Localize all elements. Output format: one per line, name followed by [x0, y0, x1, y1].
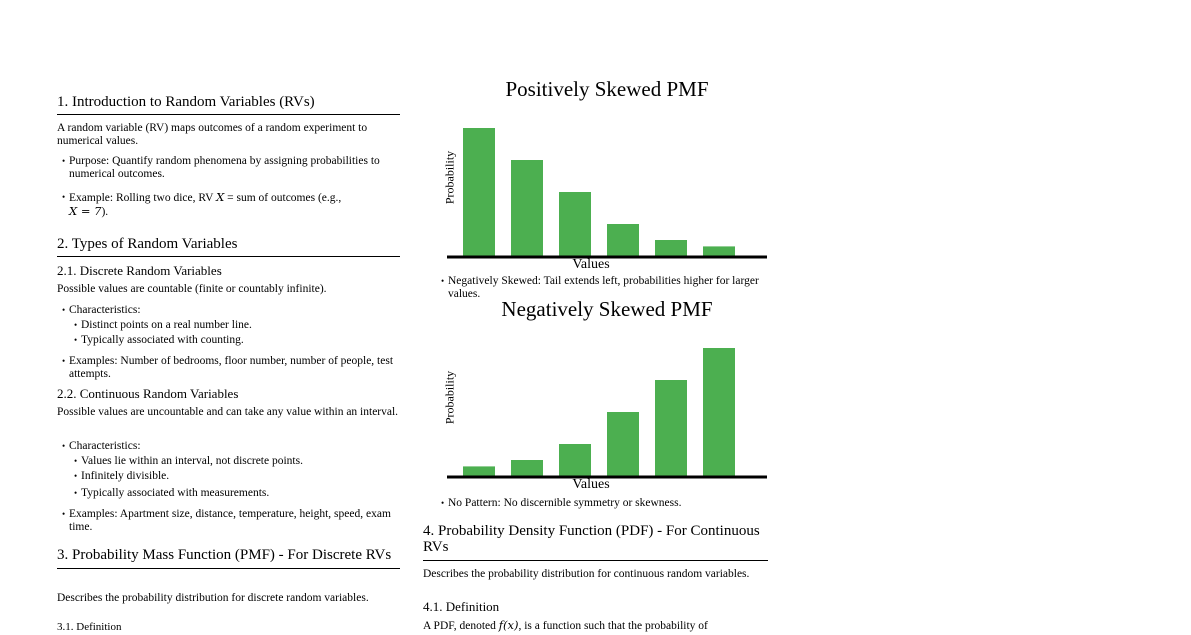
section-1-paragraph: A random variable (RV) maps outcomes of …	[57, 122, 368, 147]
section-2-2-char-3: Typically associated with measurements.	[71, 487, 269, 500]
section-2-2-examples: Examples: Apartment size, distance, temp…	[57, 508, 394, 534]
chart-1-plot	[447, 128, 767, 259]
section-2-2-characteristics: Characteristics:	[57, 440, 141, 453]
section-2-1-examples: Examples: Number of bedrooms, floor numb…	[57, 355, 394, 381]
section-4-paragraph: Describes the probability distribution f…	[423, 568, 750, 580]
chart-2-plot	[447, 348, 767, 479]
chart-2-bar-5	[655, 380, 687, 476]
section-4-1-heading: 4.1. Definition	[423, 599, 500, 614]
section-1-bullet-example: Example: Rolling two dice, RV X = sum of…	[57, 191, 399, 219]
chart-2-xlabel: Values	[572, 477, 610, 492]
section-2-2-char-2: Infinitely divisible.	[71, 470, 169, 483]
chart-1-bar-4	[607, 224, 639, 256]
chart-1-bar-5	[655, 240, 687, 256]
section-2-1-char-1: Distinct points on a real number line.	[71, 319, 252, 332]
section-2-2-heading: 2.2. Continuous Random Variables	[57, 386, 239, 401]
section-2-1-characteristics: Characteristics:	[57, 304, 141, 317]
chart-2-note: No Pattern: No discernible symmetry or s…	[436, 497, 778, 510]
section-2-1-paragraph: Possible values are countable (finite or…	[57, 283, 327, 295]
chart-1-bar-1	[463, 128, 495, 256]
section-2-2-paragraph: Possible values are uncountable and can …	[57, 406, 399, 418]
section-1-heading: 1. Introduction to Random Variables (RVs…	[57, 94, 400, 115]
chart-2-bar-3	[559, 444, 591, 476]
chart-1-xlabel: Values	[572, 257, 610, 272]
section-2-1-char-2: Typically associated with counting.	[71, 334, 244, 347]
chart-2-bar-2	[511, 460, 543, 476]
section-1-bullet-purpose: Purpose: Quantify random phenomena by as…	[57, 155, 394, 181]
section-3-heading: 3. Probability Mass Function (PMF) - For…	[57, 547, 400, 569]
section-4-1-paragraph-partial: A PDF, denoted f(x), is a function such …	[423, 618, 708, 633]
chart-1-title: Positively Skewed PMF	[505, 77, 709, 101]
section-4-heading: 4. Probability Density Function (PDF) - …	[423, 523, 768, 561]
section-3-1-heading-partial: 3.1. Definition	[57, 621, 122, 633]
section-2-heading: 2. Types of Random Variables	[57, 236, 400, 257]
chart-1-bar-3	[559, 192, 591, 256]
chart-1-note: Negatively Skewed: Tail extends left, pr…	[436, 275, 778, 301]
chart-1-bar-2	[511, 160, 543, 256]
chart-2-bar-4	[607, 412, 639, 476]
chart-2-title: Negatively Skewed PMF	[501, 297, 713, 321]
chart-1-bar-6	[703, 246, 735, 256]
chart-2-bar-6	[703, 348, 735, 476]
chart-2-bar-1	[463, 466, 495, 476]
section-3-paragraph: Describes the probability distribution f…	[57, 592, 369, 604]
section-2-2-char-1: Values lie within an interval, not discr…	[71, 455, 303, 468]
section-2-1-heading: 2.1. Discrete Random Variables	[57, 263, 222, 278]
